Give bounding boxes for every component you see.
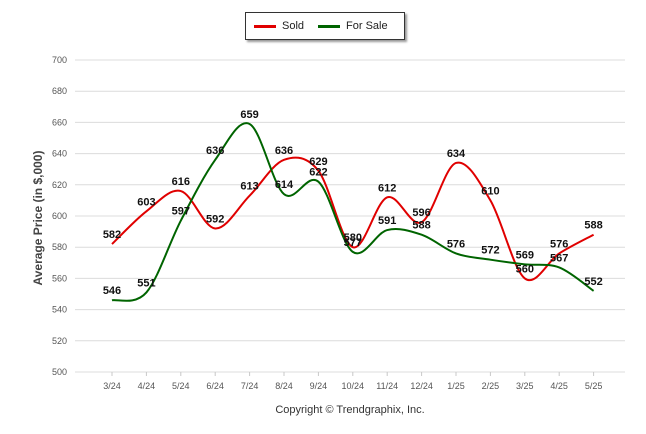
y-tick-label: 620 [52,180,67,190]
data-label-sold: 592 [206,213,224,225]
data-label-for-sale: 546 [103,285,121,297]
x-tick-label: 9/24 [310,381,328,391]
for-sale-swatch-icon [318,24,341,28]
x-tick-label: 3/24 [103,381,121,391]
x-tick-label: 2/25 [482,381,500,391]
data-label-for-sale: 636 [206,145,224,157]
y-tick-label: 540 [52,305,67,315]
x-tick-label: 10/24 [342,381,365,391]
y-tick-label: 660 [52,117,67,127]
data-label-for-sale: 659 [240,109,258,121]
data-label-for-sale: 588 [412,220,430,232]
data-label-sold: 636 [275,145,293,157]
data-label-for-sale: 591 [378,215,396,227]
x-tick-label: 4/24 [138,381,156,391]
grid-lines [75,59,625,376]
copyright-text: Copyright © Trendgraphix, Inc. [275,404,425,416]
x-tick-labels: 3/24 4/24 5/24 6/24 7/24 8/24 9/24 10/24 11/24 12… [103,381,602,391]
series-line-sold [111,156,595,282]
x-tick-label: 7/24 [241,381,259,391]
y-tick-label: 640 [52,149,67,159]
y-tick-label: 520 [52,336,67,346]
legend-item-sold[interactable]: Sold [254,20,304,32]
data-label-for-sale: 569 [516,249,534,261]
y-tick-label: 700 [52,55,67,65]
y-tick-label: 580 [52,242,67,252]
data-label-for-sale: 622 [309,167,327,179]
legend: Sold For Sale [245,12,405,40]
data-label-sold: 634 [447,148,466,160]
data-label-for-sale: 576 [447,238,465,250]
data-label-for-sale: 614 [275,179,294,191]
data-label-sold: 616 [172,176,190,188]
data-label-for-sale: 567 [550,252,568,264]
y-tick-label: 680 [52,86,67,96]
y-tick-labels: 500 520 540 560 580 600 620 640 660 680 700 [52,55,67,377]
sold-swatch-icon [254,24,276,28]
data-labels: 582 603 616 592 613 636 629 580 612 596 634 610 560 5… [103,109,603,297]
legend-item-for-sale[interactable]: For Sale [318,20,388,32]
data-label-sold: 560 [516,263,534,275]
x-tick-label: 11/24 [376,381,398,391]
x-tick-label: 12/24 [410,381,433,391]
data-label-sold: 612 [378,182,396,194]
data-label-for-sale: 577 [344,237,362,249]
y-tick-label: 500 [52,367,67,377]
y-tick-label: 560 [52,273,67,283]
data-label-sold: 596 [412,207,430,219]
x-tick-label: 5/25 [585,381,603,391]
data-label-sold: 582 [103,229,121,241]
y-axis-label: Average Price (in $,000) [31,151,45,286]
x-tick-label: 3/25 [516,381,534,391]
x-tick-label: 4/25 [550,381,568,391]
data-label-sold: 610 [481,185,499,197]
x-tick-label: 5/24 [172,381,190,391]
data-label-sold: 629 [309,156,327,168]
data-label-for-sale: 597 [172,206,190,218]
data-label-for-sale: 551 [137,277,155,289]
x-tick-label: 6/24 [206,381,224,391]
series-line-for-sale [111,122,595,302]
data-label-sold: 603 [137,196,155,208]
x-tick-label: 8/24 [275,381,293,391]
data-label-sold: 613 [240,181,258,193]
x-tick-label: 1/25 [447,381,465,391]
data-label-sold: 580 [344,232,362,244]
data-label-for-sale: 552 [584,276,602,288]
series-lines [111,122,595,302]
legend-label-sold: Sold [282,20,305,32]
data-label-sold: 588 [584,220,602,232]
y-tick-label: 600 [52,211,67,221]
data-label-for-sale: 572 [481,245,499,257]
legend-label-for-sale: For Sale [346,20,388,32]
data-label-sold: 576 [550,238,568,250]
